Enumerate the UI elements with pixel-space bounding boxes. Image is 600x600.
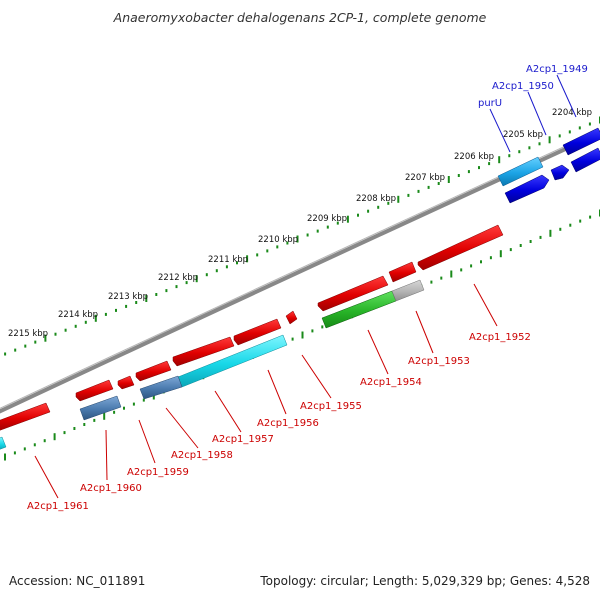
gene-red-feature[interactable] <box>135 360 172 382</box>
gene-label[interactable]: A2cp1_1957 <box>212 434 274 445</box>
gene-cyan-feature[interactable] <box>0 436 7 450</box>
gene-forward-feature[interactable] <box>504 174 550 204</box>
connector-line <box>489 108 511 153</box>
gene-label[interactable]: A2cp1_1955 <box>300 401 362 412</box>
connector-line <box>473 283 498 327</box>
gene-a2cp1-1949-feature[interactable] <box>562 127 600 156</box>
gene-red-feature[interactable] <box>0 402 51 431</box>
gene-a2cp1-1952-feature[interactable] <box>417 224 504 271</box>
gene-label[interactable]: A2cp1_1950 <box>492 81 554 92</box>
kbp-label: 2212 kbp <box>158 273 198 283</box>
kbp-labels: 2204 kbp 2205 kbp 2206 kbp 2207 kbp 2208… <box>8 108 592 339</box>
gene-labels: A2cp1_1949 A2cp1_1950 purU A2cp1_1952 A2… <box>27 64 588 512</box>
reverse-strand-genes <box>0 224 504 450</box>
gene-red-feature[interactable] <box>233 318 282 346</box>
connector-line <box>267 369 287 415</box>
connector-line <box>527 91 547 136</box>
gene-a2cp1-1960-feature[interactable] <box>79 395 122 421</box>
forward-strand-genes <box>497 127 600 204</box>
gene-label[interactable]: A2cp1_1961 <box>27 501 89 512</box>
kbp-label: 2207 kbp <box>405 173 445 183</box>
kbp-label: 2214 kbp <box>58 310 98 320</box>
kbp-label: 2208 kbp <box>356 194 396 204</box>
gene-red-feature[interactable] <box>172 336 235 367</box>
gene-label[interactable]: A2cp1_1953 <box>408 356 470 367</box>
gene-label[interactable]: A2cp1_1958 <box>171 450 233 461</box>
gene-label[interactable]: A2cp1_1949 <box>526 64 588 75</box>
connector-line <box>138 419 156 464</box>
map-title: Anaeromyxobacter dehalogenans 2CP-1, com… <box>113 10 487 25</box>
gene-red-feature[interactable] <box>285 310 298 325</box>
connector-line <box>556 74 577 118</box>
connector-line <box>214 390 242 433</box>
gene-label[interactable]: A2cp1_1956 <box>257 418 319 429</box>
gene-label[interactable]: purU <box>478 98 502 109</box>
connector-line <box>34 455 59 499</box>
connector-line <box>165 407 199 449</box>
kbp-label: 2204 kbp <box>552 108 592 118</box>
gene-red-feature[interactable] <box>75 379 114 402</box>
gene-red-feature[interactable] <box>117 375 135 390</box>
gene-a2cp1-1953-feature[interactable] <box>391 279 425 302</box>
kbp-label: 2209 kbp <box>307 214 347 224</box>
gene-purU-feature[interactable] <box>497 156 544 187</box>
connector-line <box>415 310 434 354</box>
gene-label[interactable]: A2cp1_1960 <box>80 483 142 494</box>
gene-label[interactable]: A2cp1_1952 <box>469 332 531 343</box>
gene-label[interactable]: A2cp1_1959 <box>127 467 189 478</box>
genome-backbone <box>0 130 600 414</box>
tick-marks <box>4 116 600 461</box>
accession-text: Accession: NC_011891 <box>9 574 145 588</box>
gene-a2cp1-1958-feature[interactable] <box>139 375 183 400</box>
kbp-label: 2211 kbp <box>208 255 248 265</box>
kbp-label: 2206 kbp <box>454 152 494 162</box>
kbp-label: 2210 kbp <box>258 235 298 245</box>
gene-label[interactable]: A2cp1_1954 <box>360 377 422 388</box>
genome-info-text: Topology: circular; Length: 5,029,329 bp… <box>259 574 590 588</box>
gene-red-feature[interactable] <box>317 275 389 312</box>
connector-line <box>105 429 108 481</box>
connector-line <box>301 354 332 399</box>
connector-line <box>367 329 389 375</box>
gene-a2cp1-1950-feature[interactable] <box>550 164 570 181</box>
gene-forward-feature[interactable] <box>570 147 600 173</box>
kbp-label: 2205 kbp <box>503 130 543 140</box>
kbp-label: 2215 kbp <box>8 329 48 339</box>
kbp-label: 2213 kbp <box>108 292 148 302</box>
label-connectors <box>34 74 577 499</box>
gene-red-feature[interactable] <box>388 261 417 283</box>
